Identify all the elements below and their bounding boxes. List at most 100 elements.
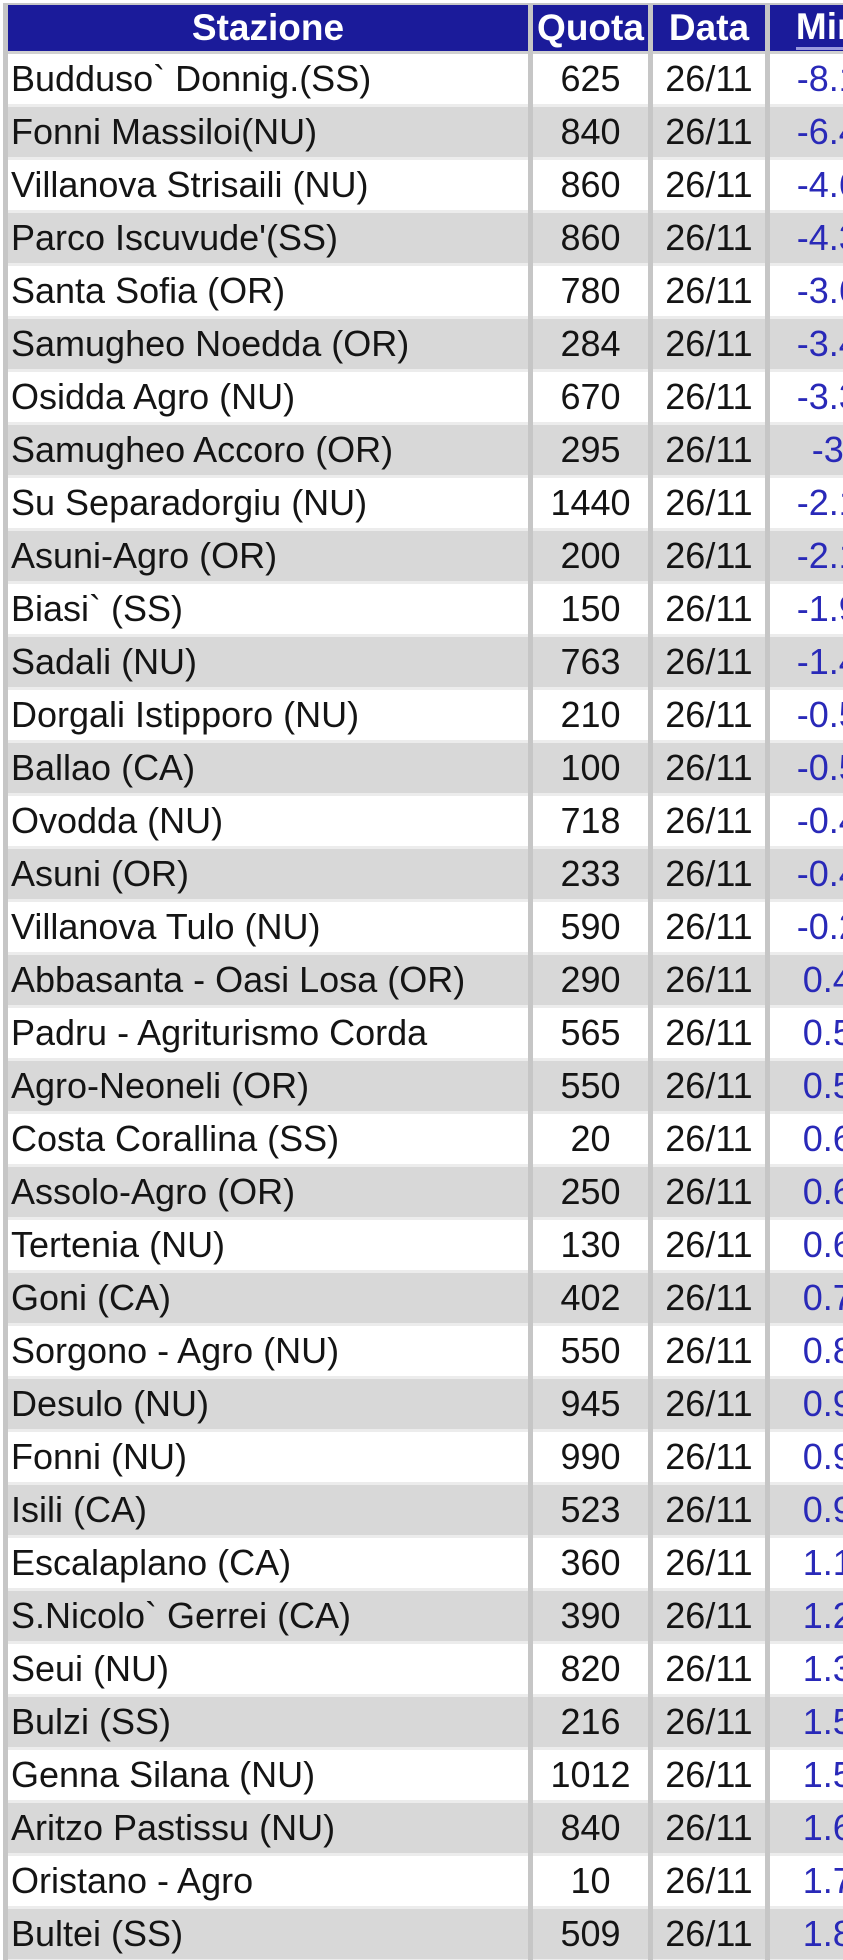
quota-cell: 763: [528, 634, 651, 689]
column-header-stazione[interactable]: Stazione: [3, 4, 531, 54]
data-cell: 26/11: [648, 634, 768, 689]
column-header-min[interactable]: Min: [765, 4, 843, 54]
min-cell: -0.4: [765, 846, 843, 901]
quota-cell: 250: [528, 1164, 651, 1219]
table-row: Sorgono - Agro (NU) 550 26/11 0.8: [3, 1323, 843, 1378]
table-row: Villanova Tulo (NU) 590 26/11 -0.2: [3, 899, 843, 954]
data-cell: 26/11: [648, 846, 768, 901]
table-row: Abbasanta - Oasi Losa (OR) 290 26/11 0.4: [3, 952, 843, 1007]
table-row: Osidda Agro (NU) 670 26/11 -3.3: [3, 369, 843, 424]
table-row: Seui (NU) 820 26/11 1.3: [3, 1641, 843, 1696]
station-name-cell: Oristano - Agro: [3, 1853, 531, 1908]
station-name-cell: Santa Sofia (OR): [3, 263, 531, 318]
table-row: Ballao (CA) 100 26/11 -0.5: [3, 740, 843, 795]
quota-cell: 990: [528, 1429, 651, 1484]
table-row: Villanova Strisaili (NU) 860 26/11 -4.6: [3, 157, 843, 212]
table-row: Dorgali Istipporo (NU) 210 26/11 -0.5: [3, 687, 843, 742]
station-name-cell: Aritzo Pastissu (NU): [3, 1800, 531, 1855]
quota-cell: 590: [528, 899, 651, 954]
sorted-column-label[interactable]: Min: [795, 7, 843, 50]
table-row: Genna Silana (NU) 1012 26/11 1.5: [3, 1747, 843, 1802]
station-name-cell: Bultei (SS): [3, 1906, 531, 1960]
min-cell: 1.5: [765, 1694, 843, 1749]
quota-cell: 523: [528, 1482, 651, 1537]
table-row: Fonni (NU) 990 26/11 0.9: [3, 1429, 843, 1484]
data-cell: 26/11: [648, 263, 768, 318]
quota-cell: 840: [528, 104, 651, 159]
quota-cell: 1012: [528, 1747, 651, 1802]
station-name-cell: Sadali (NU): [3, 634, 531, 689]
table-body: Budduso` Donnig.(SS) 625 26/11 -8.1 Fonn…: [3, 51, 843, 1960]
min-cell: 0.5: [765, 1005, 843, 1060]
min-cell: 0.4: [765, 952, 843, 1007]
min-cell: 1.3: [765, 1641, 843, 1696]
table-row: Goni (CA) 402 26/11 0.7: [3, 1270, 843, 1325]
min-cell: -3.3: [765, 369, 843, 424]
table-row: Costa Corallina (SS) 20 26/11 0.6: [3, 1111, 843, 1166]
min-cell: -0.2: [765, 899, 843, 954]
data-cell: 26/11: [648, 210, 768, 265]
quota-cell: 718: [528, 793, 651, 848]
station-name-cell: Abbasanta - Oasi Losa (OR): [3, 952, 531, 1007]
station-name-cell: Tertenia (NU): [3, 1217, 531, 1272]
station-name-cell: Escalaplano (CA): [3, 1535, 531, 1590]
data-cell: 26/11: [648, 104, 768, 159]
data-cell: 26/11: [648, 1641, 768, 1696]
data-cell: 26/11: [648, 1376, 768, 1431]
quota-cell: 625: [528, 51, 651, 106]
min-cell: -3.6: [765, 263, 843, 318]
data-cell: 26/11: [648, 1694, 768, 1749]
station-name-cell: Seui (NU): [3, 1641, 531, 1696]
station-name-cell: Sorgono - Agro (NU): [3, 1323, 531, 1378]
station-name-cell: Asuni (OR): [3, 846, 531, 901]
quota-cell: 100: [528, 740, 651, 795]
quota-cell: 284: [528, 316, 651, 371]
min-cell: 1.6: [765, 1800, 843, 1855]
data-cell: 26/11: [648, 1111, 768, 1166]
station-name-cell: Genna Silana (NU): [3, 1747, 531, 1802]
min-cell: -0.5: [765, 740, 843, 795]
min-cell: 0.8: [765, 1323, 843, 1378]
table-row: Bultei (SS) 509 26/11 1.8: [3, 1906, 843, 1960]
min-cell: -8.1: [765, 51, 843, 106]
data-cell: 26/11: [648, 1323, 768, 1378]
quota-cell: 402: [528, 1270, 651, 1325]
station-name-cell: Biasi` (SS): [3, 581, 531, 636]
table-row: Samugheo Noedda (OR) 284 26/11 -3.4: [3, 316, 843, 371]
min-cell: 1.8: [765, 1906, 843, 1960]
table-row: Asuni (OR) 233 26/11 -0.4: [3, 846, 843, 901]
station-name-cell: Goni (CA): [3, 1270, 531, 1325]
quota-cell: 860: [528, 157, 651, 212]
data-cell: 26/11: [648, 687, 768, 742]
quota-cell: 840: [528, 1800, 651, 1855]
quota-cell: 820: [528, 1641, 651, 1696]
station-name-cell: Assolo-Agro (OR): [3, 1164, 531, 1219]
table-header: Stazione Quota Data Min: [3, 4, 843, 54]
station-name-cell: Samugheo Noedda (OR): [3, 316, 531, 371]
station-name-cell: Costa Corallina (SS): [3, 1111, 531, 1166]
data-cell: 26/11: [648, 740, 768, 795]
column-header-quota[interactable]: Quota: [528, 4, 651, 54]
table-row: Desulo (NU) 945 26/11 0.9: [3, 1376, 843, 1431]
data-cell: 26/11: [648, 1482, 768, 1537]
station-name-cell: Fonni Massiloi(NU): [3, 104, 531, 159]
table-row: Parco Iscuvude'(SS) 860 26/11 -4.3: [3, 210, 843, 265]
quota-cell: 200: [528, 528, 651, 583]
station-name-cell: Osidda Agro (NU): [3, 369, 531, 424]
quota-cell: 210: [528, 687, 651, 742]
table-row: Fonni Massiloi(NU) 840 26/11 -6.4: [3, 104, 843, 159]
min-cell: 0.9: [765, 1376, 843, 1431]
data-cell: 26/11: [648, 1429, 768, 1484]
column-header-data[interactable]: Data: [648, 4, 768, 54]
table-row: Biasi` (SS) 150 26/11 -1.9: [3, 581, 843, 636]
station-name-cell: Villanova Strisaili (NU): [3, 157, 531, 212]
quota-cell: 670: [528, 369, 651, 424]
table-row: Padru - Agriturismo Corda 565 26/11 0.5: [3, 1005, 843, 1060]
station-name-cell: Bulzi (SS): [3, 1694, 531, 1749]
station-name-cell: Agro-Neoneli (OR): [3, 1058, 531, 1113]
table-row: Sadali (NU) 763 26/11 -1.4: [3, 634, 843, 689]
station-name-cell: Parco Iscuvude'(SS): [3, 210, 531, 265]
quota-cell: 295: [528, 422, 651, 477]
data-cell: 26/11: [648, 369, 768, 424]
min-cell: 0.9: [765, 1482, 843, 1537]
